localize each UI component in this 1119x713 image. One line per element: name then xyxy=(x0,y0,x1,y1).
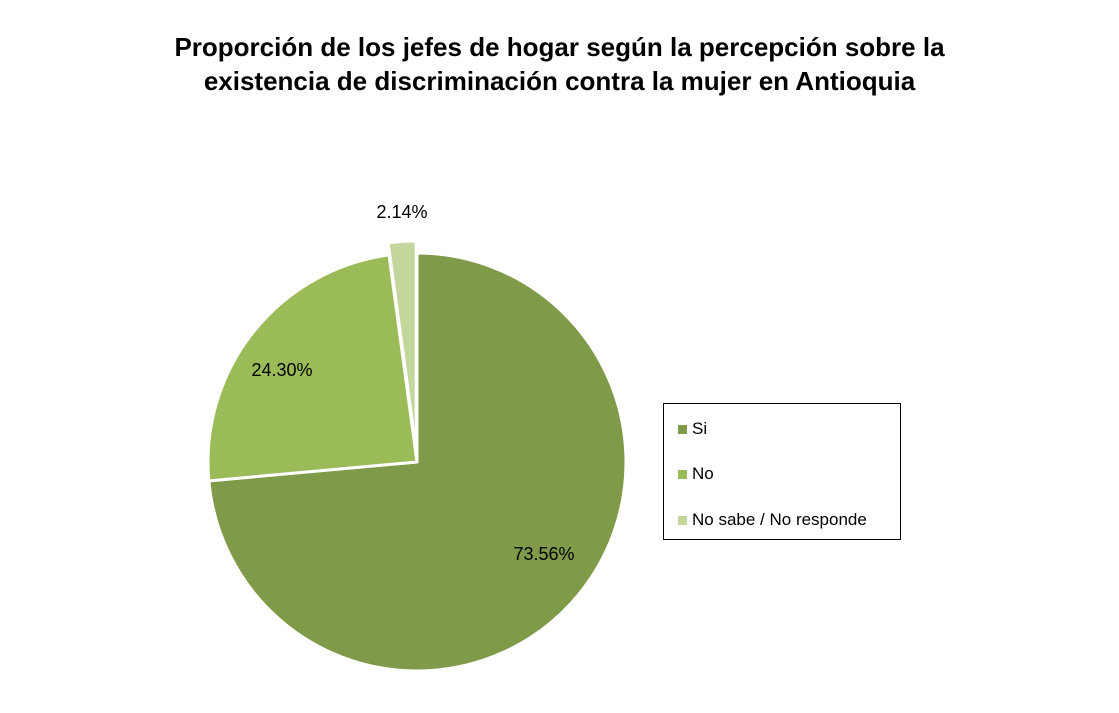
legend-label-no: No xyxy=(692,464,714,483)
pie-slice-no-sabe xyxy=(386,239,418,452)
legend-swatch-no xyxy=(678,469,687,479)
legend-swatch-no-sabe xyxy=(678,515,687,525)
legend-label-si: Si xyxy=(692,419,708,438)
legend-swatch-si xyxy=(678,424,687,434)
data-label-no-sabe: 2.14% xyxy=(376,202,427,222)
chart-title: Proporción de los jefes de hogar según l… xyxy=(174,32,945,96)
data-label-no: 24.30% xyxy=(251,360,312,380)
legend-item-no: No xyxy=(678,464,714,484)
legend-label-no-sabe: No sabe / No responde xyxy=(692,510,867,529)
data-label-si: 73.56% xyxy=(513,544,574,564)
pie-slice-no xyxy=(206,253,419,483)
legend-item-no-sabe: No sabe / No responde xyxy=(678,510,867,530)
legend-item-si: Si xyxy=(678,419,707,439)
chart-legend: Si No No sabe / No responde xyxy=(663,403,901,540)
